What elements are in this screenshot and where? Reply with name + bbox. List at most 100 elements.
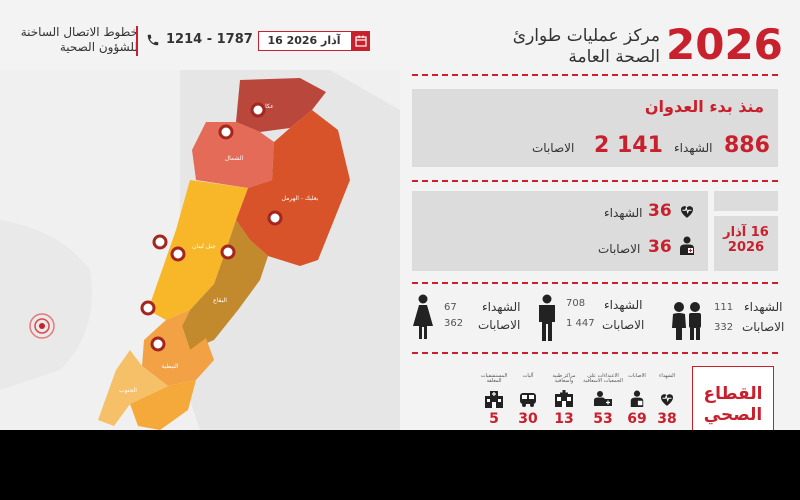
map-marker (218, 124, 234, 140)
hotline-title-line2: للشؤون الصحية (59, 40, 138, 54)
vehicle-icon (518, 390, 538, 408)
hotline-numbers: 1214 - 1787 (166, 32, 253, 47)
region-label-south: الجنوب (119, 387, 137, 394)
health-item-value: 53 (593, 411, 613, 427)
women-injuries-label: الاصابات (478, 318, 521, 332)
demographic-children: الشهداء 111 الاصابات 332 (670, 296, 784, 348)
children-icon (670, 300, 704, 342)
region-baalbek (236, 110, 350, 266)
health-item-label: المستشفيات المغلقة (480, 373, 508, 384)
lebanon-map: عكار الشمال بعلبك - الهرمل جبل لبنان الب… (0, 70, 400, 430)
health-item-value: 30 (518, 411, 538, 427)
today-stats-box: الشهداء 36 الاصابات 36 (412, 191, 708, 271)
women-deaths-label: الشهداء (482, 300, 521, 314)
health-item-value: 13 (554, 411, 574, 427)
men-deaths-value: 708 (566, 298, 586, 309)
today-deaths-value: 36 (648, 201, 672, 221)
women-deaths-value: 67 (444, 302, 457, 313)
infographic: خطوط الاتصال الساخنة للشؤون الصحية 1214 … (0, 0, 800, 430)
date-pill: 16 آذار 2026 (258, 31, 370, 51)
health-item-ambulance-attacks: الاعتداءات على الجمعيات الاسعافية 53 (582, 374, 624, 430)
health-item-medical-centers: مراكز طبية واسعافية 13 (546, 374, 582, 430)
region-beqaa (182, 220, 268, 350)
today-heart-icon (678, 202, 696, 220)
today-medic-icon (678, 236, 696, 256)
region-akkar (236, 78, 326, 132)
health-sector-title-line2: الصحي (703, 405, 763, 425)
title-line2: الصحة العامة (568, 47, 660, 67)
today-date-box: 16 آذار 2026 (714, 216, 778, 271)
hospital-icon (484, 390, 504, 408)
header-separator (412, 74, 778, 76)
today-injuries-label: الاصابات (598, 242, 641, 256)
health-item-label: الشهداء (658, 373, 676, 379)
since-start-injuries-value: 2 141 (594, 133, 663, 158)
map-marker (140, 300, 156, 316)
separator-4 (412, 352, 778, 354)
calendar-icon (351, 31, 370, 50)
health-item-value: 69 (627, 411, 647, 427)
health-item-value: 5 (489, 411, 499, 427)
hotline-block: خطوط الاتصال الساخنة للشؤون الصحية (18, 25, 138, 55)
region-label-baalbek: بعلبك - الهرمل (282, 195, 319, 202)
health-item-label: آليات (522, 373, 534, 379)
region-north (192, 122, 274, 188)
medic-icon (628, 390, 646, 408)
today-deaths-label: الشهداء (604, 206, 643, 220)
ambulance-attack-icon (593, 390, 613, 408)
separator-2 (412, 180, 778, 182)
men-injuries-label: الاصابات (602, 318, 645, 332)
men-deaths-label: الشهداء (604, 298, 643, 312)
map-marker (150, 336, 166, 352)
region-label-beqaa: البقاع (213, 297, 227, 304)
hotline-title-line1: خطوط الاتصال الساخنة (20, 25, 138, 39)
map-marker (220, 244, 236, 260)
since-start-deaths-value: 886 (724, 133, 770, 158)
map-marker (250, 102, 266, 118)
region-label-mount: جبل لبنان (192, 243, 216, 250)
region-south (98, 350, 168, 426)
children-injuries-value: 332 (714, 322, 734, 333)
children-injuries-label: الاصابات (742, 320, 785, 334)
region-label-nabatieh: النبطية (161, 363, 178, 370)
demographic-men: 708 الشهداء 1 447 الاصابات (536, 292, 646, 344)
medical-center-icon (554, 390, 574, 408)
date-text: 16 آذار 2026 (267, 34, 341, 47)
heart-icon (658, 390, 676, 408)
women-injuries-value: 362 (444, 318, 464, 329)
today-injuries-value: 36 (648, 237, 672, 257)
title-block: مركز عمليات طوارئ الصحة العامة (480, 26, 660, 68)
health-sector-title: القطاع الصحي (692, 366, 774, 430)
title-line1: مركز عمليات طوارئ (512, 26, 660, 46)
region-nabatieh-south-north (142, 310, 214, 386)
children-deaths-value: 111 (714, 302, 734, 313)
region-label-akkar: عكار (261, 103, 274, 110)
health-item-deaths: الشهداء 38 (652, 374, 682, 430)
today-date-line2: 2026 (727, 240, 765, 255)
since-start-injuries-label: الاصابات (532, 141, 575, 155)
health-item-label: الاصابات (628, 373, 646, 379)
health-item-label: الاعتداءات على الجمعيات الاسعافية (583, 373, 623, 384)
health-item-injuries: الاصابات 69 (622, 374, 652, 430)
health-item-vehicles: آليات 30 (512, 374, 544, 430)
health-item-label: مراكز طبية واسعافية (552, 373, 576, 384)
phone-icon (146, 32, 160, 46)
map-marker (267, 210, 283, 226)
since-start-heading: منذ بدء العدوان (644, 97, 764, 116)
today-date-top (714, 191, 778, 211)
region-mount (148, 180, 248, 320)
map-sea-contour (0, 220, 92, 390)
children-deaths-label: الشهداء (744, 300, 783, 314)
men-injuries-value: 1 447 (566, 318, 595, 329)
map-marker (152, 234, 168, 250)
map-markers (140, 102, 283, 352)
year-title: 2026 (666, 20, 783, 69)
header-divider (136, 26, 138, 56)
health-item-closed-hospitals: المستشفيات المغلقة 5 (474, 374, 514, 430)
demographic-women: 67 الشهداء 362 الاصابات (412, 292, 528, 344)
sea-ripple-icon (29, 313, 55, 339)
since-start-deaths-label: الشهداء (674, 141, 713, 155)
since-start-box: منذ بدء العدوان 886 الشهداء 2 141 الاصاب… (412, 89, 778, 167)
region-label-north: الشمال (225, 155, 244, 162)
woman-icon (412, 294, 434, 340)
